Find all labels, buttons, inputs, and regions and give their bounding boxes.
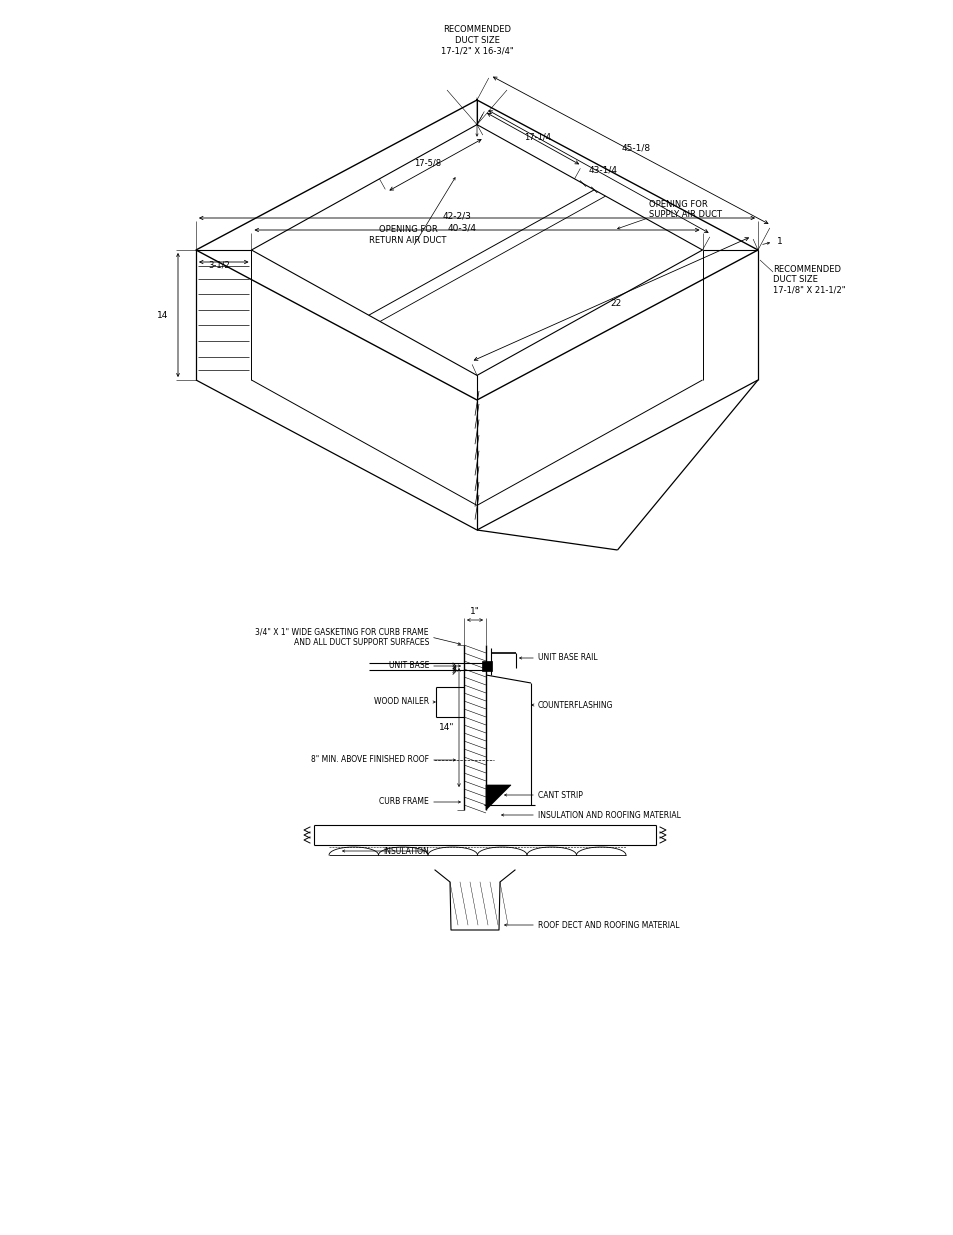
Text: UNIT BASE: UNIT BASE (388, 662, 429, 671)
Text: 14": 14" (438, 722, 455, 732)
Bar (481, 661, 492, 671)
Text: 1": 1" (470, 608, 479, 616)
Text: 8" MIN. ABOVE FINISHED ROOF: 8" MIN. ABOVE FINISHED ROOF (311, 756, 429, 764)
Text: UNIT BASE RAIL: UNIT BASE RAIL (537, 653, 597, 662)
Text: 14: 14 (156, 310, 168, 320)
Text: 40-3/4: 40-3/4 (447, 224, 476, 232)
Polygon shape (485, 785, 511, 810)
Text: 17-5/8: 17-5/8 (414, 158, 440, 167)
Text: CURB FRAME: CURB FRAME (379, 798, 429, 806)
Text: ROOF DECT AND ROOFING MATERIAL: ROOF DECT AND ROOFING MATERIAL (537, 920, 679, 930)
Text: INSULATION AND ROOFING MATERIAL: INSULATION AND ROOFING MATERIAL (537, 810, 680, 820)
Text: COUNTERFLASHING: COUNTERFLASHING (537, 700, 613, 709)
Text: 3-1/2: 3-1/2 (208, 261, 230, 269)
Text: OPENING FOR
RETURN AIR DUCT: OPENING FOR RETURN AIR DUCT (369, 225, 446, 245)
Text: WOOD NAILER: WOOD NAILER (374, 698, 429, 706)
Text: OPENING FOR
SUPPLY AIR DUCT: OPENING FOR SUPPLY AIR DUCT (649, 200, 721, 220)
Text: RECOMMENDED
DUCT SIZE
17-1/2" X 16-3/4": RECOMMENDED DUCT SIZE 17-1/2" X 16-3/4" (440, 25, 513, 56)
Text: 42-2/3: 42-2/3 (442, 211, 471, 221)
Text: 1: 1 (777, 237, 782, 247)
Text: 3/4" X 1" WIDE GASKETING FOR CURB FRAME
AND ALL DUCT SUPPORT SURFACES: 3/4" X 1" WIDE GASKETING FOR CURB FRAME … (255, 627, 429, 647)
Text: 17-1/4: 17-1/4 (524, 132, 551, 141)
Text: RECOMMENDED
DUCT SIZE
17-1/8" X 21-1/2": RECOMMENDED DUCT SIZE 17-1/8" X 21-1/2" (772, 266, 844, 295)
Text: 45-1/8: 45-1/8 (620, 143, 650, 153)
Text: 43-1/4: 43-1/4 (588, 165, 618, 174)
Text: 22: 22 (610, 300, 621, 309)
Text: CANT STRIP: CANT STRIP (537, 790, 582, 799)
Text: INSULATION: INSULATION (383, 846, 429, 856)
